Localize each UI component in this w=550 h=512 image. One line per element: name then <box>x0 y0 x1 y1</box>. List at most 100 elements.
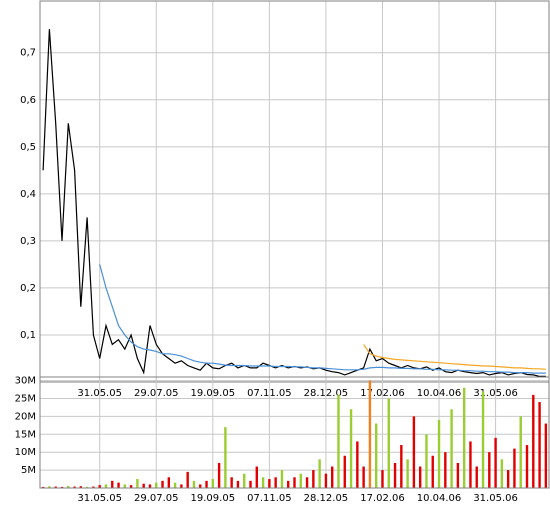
volume-bar <box>111 480 114 488</box>
volume-bar <box>142 483 145 488</box>
plot-frame <box>39 376 550 489</box>
volume-bar <box>331 466 334 488</box>
volume-bar <box>136 479 139 488</box>
volume-bar <box>85 486 89 488</box>
volume-bar <box>506 470 510 488</box>
volume-bar <box>343 455 346 488</box>
volume-bar <box>312 470 315 488</box>
volume-bar <box>532 394 535 488</box>
volume-bar <box>192 480 196 488</box>
x-tick-label: 31.05.05 <box>77 493 122 504</box>
volume-bar <box>337 394 340 488</box>
volume-bar <box>387 398 390 488</box>
y-tick-label: 0,5 <box>20 142 36 153</box>
volume-bar <box>41 486 45 488</box>
volume-bar <box>73 486 76 488</box>
volume-bar <box>494 437 497 488</box>
volume-bar <box>299 473 302 488</box>
volume-bar <box>186 471 189 488</box>
volume-bar <box>425 434 428 488</box>
volume-bar <box>79 486 83 488</box>
y-tick-label: 0,2 <box>20 283 36 294</box>
volume-bar <box>513 448 516 488</box>
volume-bar <box>456 462 460 488</box>
volume-bar <box>92 486 95 488</box>
volume-bar <box>349 409 353 488</box>
volume-bar <box>173 482 177 488</box>
volume-bar <box>538 402 541 488</box>
volume-bar <box>324 473 328 488</box>
volume-bar <box>525 445 529 488</box>
volume-bar <box>148 484 152 488</box>
volume-bar <box>67 485 70 488</box>
volume-bar <box>450 409 453 488</box>
y-tick-label: 15M <box>15 429 36 440</box>
x-tick-label: 29.07.05 <box>134 493 179 504</box>
x-tick-label: 28.12.05 <box>304 493 349 504</box>
volume-bar <box>249 480 252 488</box>
volume-bar <box>374 423 378 488</box>
volume-bar <box>469 441 472 488</box>
volume-bar <box>500 459 504 488</box>
volume-bar <box>418 466 422 488</box>
price-line <box>363 344 546 370</box>
volume-bar <box>243 473 246 488</box>
volume-bar <box>544 423 548 488</box>
volume-bar <box>217 462 221 488</box>
volume-bar <box>230 477 233 488</box>
volume-bar <box>167 477 171 488</box>
volume-bar <box>98 485 101 488</box>
y-tick-label: 0,3 <box>20 236 36 247</box>
y-tick-label: 0,1 <box>20 330 36 341</box>
volume-bar <box>318 459 321 488</box>
y-tick-label: 0,6 <box>20 95 36 106</box>
y-tick-label: 0,7 <box>20 48 36 59</box>
volume-bar <box>431 455 434 488</box>
volume-bar <box>400 445 403 488</box>
volume-bar <box>519 416 522 488</box>
volume-bar <box>180 484 183 488</box>
volume-bar <box>362 466 365 488</box>
volume-bar <box>481 391 485 488</box>
volume-bar <box>356 441 359 488</box>
volume-bar <box>255 466 258 488</box>
volume-bar <box>117 482 120 488</box>
volume-bar <box>475 466 478 488</box>
volume-bar <box>280 470 284 488</box>
volume-bar <box>129 485 133 488</box>
y-tick-label: 10M <box>15 447 36 458</box>
volume-bar <box>205 480 208 488</box>
volume-bar <box>268 479 271 488</box>
y-tick-label: 0,4 <box>20 189 36 200</box>
volume-bar <box>381 470 384 488</box>
volume-bar <box>104 484 108 488</box>
volume-bar <box>293 477 296 488</box>
y-tick-label: 30M <box>15 376 36 387</box>
volume-bar <box>48 486 51 488</box>
y-tick-label: 20M <box>15 411 36 422</box>
x-tick-label: 10.04.06 <box>417 493 462 504</box>
x-tick-label: 31.05.06 <box>473 493 518 504</box>
x-tick-label: 07.11.05 <box>247 493 292 504</box>
volume-bar <box>488 452 491 488</box>
volume-bar <box>406 459 409 488</box>
y-tick-label: 25M <box>15 393 36 404</box>
volume-bar <box>261 477 265 488</box>
volume-bar <box>60 486 64 488</box>
volume-bar <box>199 484 202 488</box>
volume-bar <box>236 480 240 488</box>
volume-bar <box>462 387 466 488</box>
plot-frame <box>39 0 550 383</box>
y-tick-label: 5M <box>21 465 36 476</box>
volume-bar <box>274 477 277 488</box>
volume-bar <box>155 482 158 488</box>
volume-bar <box>224 427 227 488</box>
volume-bar <box>368 380 372 488</box>
x-tick-label: 19.09.05 <box>191 493 236 504</box>
price-line <box>99 264 546 374</box>
volume-bar <box>161 480 164 488</box>
x-tick-label: 17.02.06 <box>360 493 405 504</box>
volume-bar <box>444 452 447 488</box>
